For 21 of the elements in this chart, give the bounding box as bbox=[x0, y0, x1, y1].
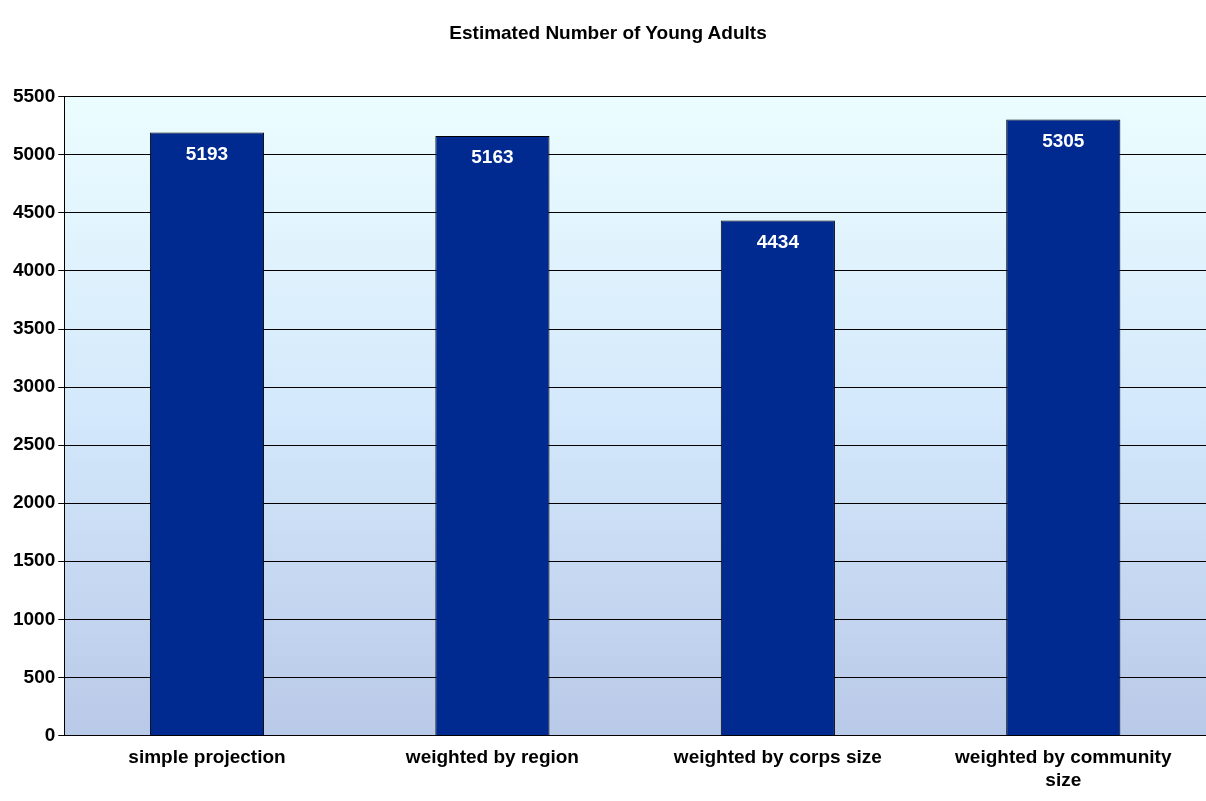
chart-title: Estimated Number of Young Adults bbox=[449, 21, 767, 43]
data-label: 5163 bbox=[471, 146, 514, 168]
data-label: 4434 bbox=[756, 230, 800, 252]
y-tick-label: 3000 bbox=[12, 375, 56, 397]
y-tick-label: 2500 bbox=[12, 433, 56, 455]
y-tick-label: 3500 bbox=[12, 317, 56, 339]
data-label: 5193 bbox=[185, 142, 229, 164]
y-tick-label: 1500 bbox=[12, 549, 56, 571]
y-tick-label: 500 bbox=[23, 665, 56, 687]
x-tick-label: weighted by corps size bbox=[672, 746, 882, 768]
data-label: 5305 bbox=[1042, 129, 1085, 151]
y-tick-label: 4500 bbox=[12, 201, 56, 223]
x-tick-label: weighted by community size bbox=[954, 746, 1172, 790]
y-tick-label: 4000 bbox=[12, 259, 56, 281]
y-tick-label: 5500 bbox=[12, 85, 56, 107]
x-tick-label: simple projection bbox=[128, 746, 286, 768]
x-tick-label: weighted by region bbox=[404, 746, 579, 768]
y-tick-label: 5000 bbox=[12, 143, 56, 165]
y-tick-label: 2000 bbox=[12, 491, 56, 513]
y-tick-label: 0 bbox=[44, 723, 56, 745]
y-tick-label: 1000 bbox=[12, 607, 56, 629]
